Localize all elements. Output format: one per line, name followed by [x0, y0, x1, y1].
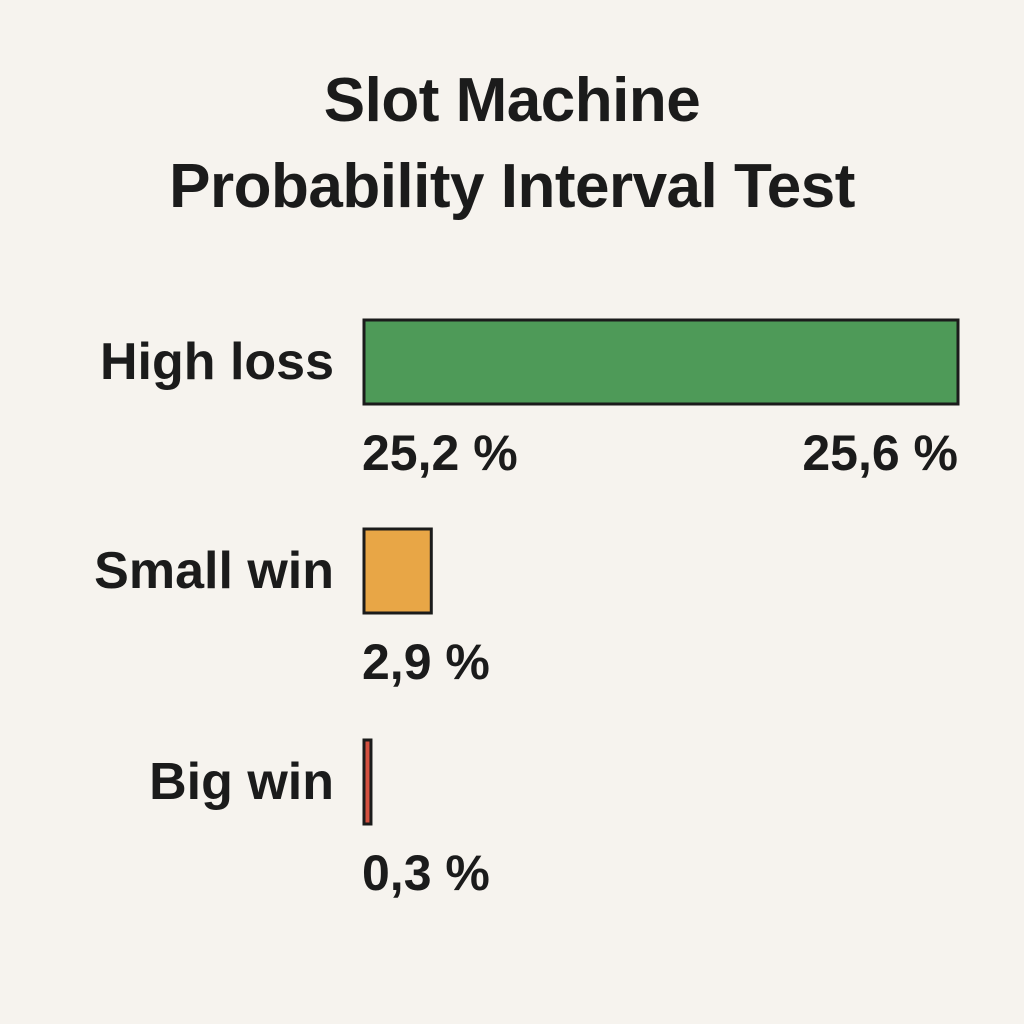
- bar-row-big-win: Big win 0,3 %: [149, 738, 490, 901]
- chart-title: Slot Machine Probability Interval Test: [0, 58, 1024, 230]
- value-label-big-win: 0,3 %: [362, 845, 490, 901]
- value-label-small-win: 2,9 %: [362, 634, 490, 690]
- chart-title-line-1: Slot Machine: [323, 66, 701, 135]
- chart-title-line-2: Probability Interval Test: [169, 152, 855, 221]
- bar-small-win: [362, 527, 433, 615]
- bar-big-win: [362, 738, 373, 826]
- category-label-small-win: Small win: [94, 542, 334, 600]
- category-label-high-loss: High loss: [100, 333, 334, 391]
- bar-row-small-win: Small win 2,9 %: [94, 527, 490, 690]
- category-label-big-win: Big win: [149, 753, 334, 811]
- value-label-high-loss-end: 25,6 %: [802, 425, 958, 481]
- bar-high-loss: [362, 318, 960, 406]
- value-label-high-loss-start: 25,2 %: [362, 425, 518, 481]
- bar-row-high-loss: High loss 25,2 % 25,6 %: [100, 318, 960, 481]
